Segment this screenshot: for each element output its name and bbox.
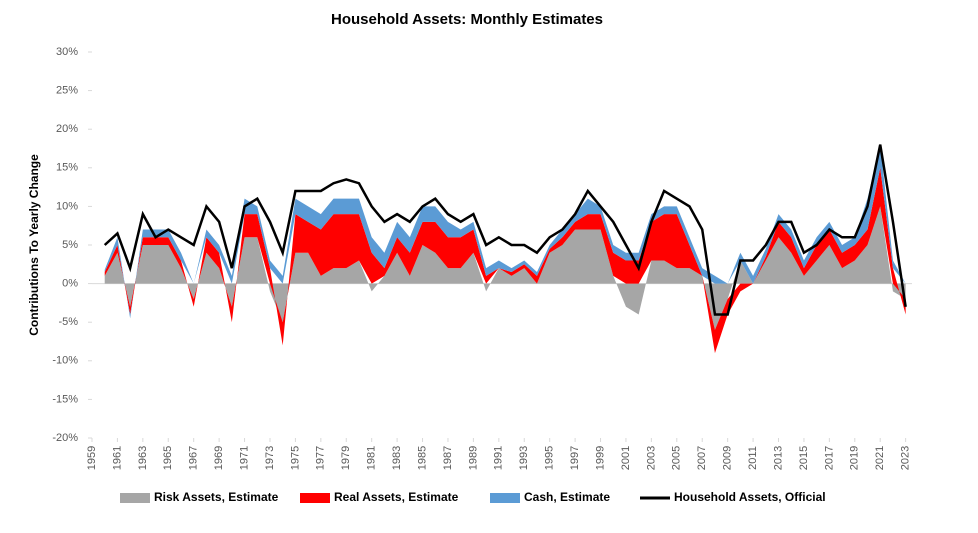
y-tick-label: -5% bbox=[58, 316, 78, 328]
x-tick-label: 1961 bbox=[111, 446, 123, 470]
legend-label: Risk Assets, Estimate bbox=[154, 490, 279, 504]
x-tick-label: 1989 bbox=[467, 446, 479, 470]
x-tick-label: 1997 bbox=[569, 446, 581, 470]
x-tick-label: 1991 bbox=[493, 446, 505, 470]
x-tick-label: 2009 bbox=[722, 446, 734, 470]
x-tick-label: 1959 bbox=[86, 446, 98, 470]
y-tick-label: 25% bbox=[56, 85, 78, 97]
y-tick-label: 20% bbox=[56, 123, 78, 135]
x-tick-label: 2019 bbox=[849, 446, 861, 470]
y-tick-label: 10% bbox=[56, 200, 78, 212]
x-tick-label: 1967 bbox=[188, 446, 200, 470]
x-tick-label: 2013 bbox=[772, 446, 784, 470]
y-tick-label: 5% bbox=[62, 239, 78, 251]
x-tick-label: 1981 bbox=[366, 446, 378, 470]
y-tick-label: 15% bbox=[56, 162, 78, 174]
x-tick-label: 2011 bbox=[747, 446, 759, 470]
x-tick-label: 1995 bbox=[544, 446, 556, 470]
x-tick-label: 2021 bbox=[874, 446, 886, 470]
x-tick-label: 1985 bbox=[416, 446, 428, 470]
y-tick-label: -10% bbox=[52, 355, 78, 367]
x-tick-label: 2003 bbox=[645, 446, 657, 470]
y-tick-label: 30% bbox=[56, 46, 78, 58]
x-tick-label: 2005 bbox=[671, 446, 683, 470]
legend-label: Real Assets, Estimate bbox=[334, 490, 459, 504]
x-tick-label: 1993 bbox=[518, 446, 530, 470]
x-tick-label: 2015 bbox=[798, 446, 810, 470]
x-tick-label: 1975 bbox=[289, 446, 301, 470]
y-axis-label: Contributions To Yearly Change bbox=[27, 154, 41, 336]
legend-swatch bbox=[120, 493, 150, 503]
x-tick-label: 1965 bbox=[162, 446, 174, 470]
x-tick-label: 1963 bbox=[137, 446, 149, 470]
legend-swatch bbox=[490, 493, 520, 503]
y-tick-label: -15% bbox=[52, 393, 78, 405]
x-tick-label: 2001 bbox=[620, 446, 632, 470]
y-tick-label: -20% bbox=[52, 432, 78, 444]
area bbox=[104, 167, 906, 354]
x-tick-label: 1983 bbox=[391, 446, 403, 470]
x-tick-label: 1987 bbox=[442, 446, 454, 470]
legend-swatch bbox=[300, 493, 330, 503]
x-tick-label: 2007 bbox=[696, 446, 708, 470]
legend-label: Cash, Estimate bbox=[524, 490, 610, 504]
area bbox=[104, 144, 906, 319]
x-tick-label: 1999 bbox=[594, 446, 606, 470]
x-tick-label: 1971 bbox=[238, 446, 250, 470]
legend-label: Household Assets, Official bbox=[674, 490, 826, 504]
x-tick-label: 1977 bbox=[315, 446, 327, 470]
x-tick-label: 2017 bbox=[823, 446, 835, 470]
line bbox=[103, 144, 907, 316]
y-tick-label: 0% bbox=[62, 278, 78, 290]
x-tick-label: 1969 bbox=[213, 446, 225, 470]
chart-title: Household Assets: Monthly Estimates bbox=[331, 11, 603, 28]
x-tick-label: 1979 bbox=[340, 446, 352, 470]
x-tick-label: 1973 bbox=[264, 446, 276, 470]
x-tick-label: 2023 bbox=[900, 446, 912, 470]
